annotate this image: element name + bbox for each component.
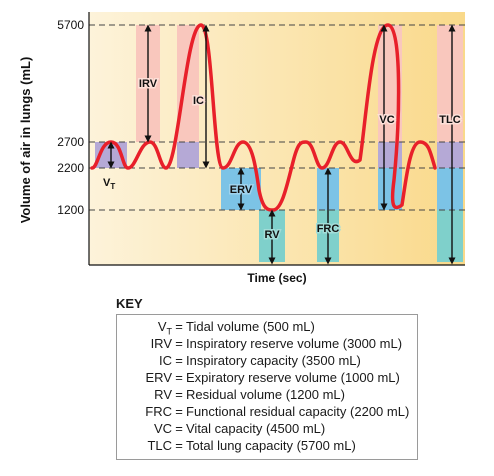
key-desc: Total lung capacity (5700 mL) xyxy=(186,438,356,453)
irv-label: IRV xyxy=(139,78,158,90)
key-desc: Inspiratory reserve volume (3000 mL) xyxy=(186,336,403,351)
ic-band-purple xyxy=(177,142,199,168)
y-tick-2700: 2700 xyxy=(57,135,84,149)
spirogram-diagram: 5700 2700 2200 1200 VT IRV IC ERV RV FRC… xyxy=(18,12,465,285)
ic-label: IC xyxy=(193,95,204,107)
vc-band-blue xyxy=(378,168,402,210)
measurement-arrows xyxy=(107,24,456,265)
key-item-erv: ERV = Expiratory reserve volume (1000 mL) xyxy=(117,370,417,386)
vc-label: VC xyxy=(379,114,394,126)
key-item-frc: FRC = Functional residual capacity (2200 m… xyxy=(117,404,417,420)
key-abbr: IRV xyxy=(150,336,172,351)
key-desc: Inspiratory capacity (3500 mL) xyxy=(186,353,361,368)
key-abbr: FRC xyxy=(145,404,172,419)
key-desc: Functional residual capacity (2200 mL) xyxy=(186,404,410,419)
vt-label-subscript: T xyxy=(110,182,115,191)
tlc-band-teal xyxy=(437,210,463,262)
vt-label: VT xyxy=(103,177,115,191)
tlc-label: TLC xyxy=(439,114,460,126)
frc-label: FRC xyxy=(317,223,340,235)
rv-label: RV xyxy=(264,229,280,241)
x-axis-label: Time (sec) xyxy=(247,271,306,285)
key-box: VT = Tidal volume (500 mL) IRV = Inspiratory… xyxy=(116,314,418,460)
y-tick-5700: 5700 xyxy=(57,18,84,32)
lung-volume-curve xyxy=(90,23,437,212)
y-tick-2200: 2200 xyxy=(57,161,84,175)
key-abbr: VT xyxy=(157,319,172,337)
key-desc: Tidal volume (500 mL) xyxy=(186,319,315,334)
key-abbr: VC xyxy=(153,421,172,436)
tlc-band-blue xyxy=(437,168,463,210)
ic-band-pink xyxy=(177,25,199,142)
key-desc: Residual volume (1200 mL) xyxy=(186,387,345,402)
key-item-vt: VT = Tidal volume (500 mL) xyxy=(117,319,417,340)
axes xyxy=(88,12,465,266)
key-desc: Expiratory reserve volume (1000 mL) xyxy=(186,370,400,385)
key-abbr: ERV xyxy=(145,370,173,385)
tlc-band-purple xyxy=(437,142,463,168)
y-tick-1200: 1200 xyxy=(57,203,84,217)
key-item-tlc: TLC = Total lung capacity (5700 mL) xyxy=(117,438,417,454)
key-item-irv: IRV = Inspiratory reserve volume (3000 mL) xyxy=(117,336,417,352)
key-item-ic: IC = Inspiratory capacity (3500 mL) xyxy=(117,353,417,369)
y-tick-labels: 5700 2700 2200 1200 xyxy=(57,18,84,217)
key-item-vc: VC = Vital capacity (4500 mL) xyxy=(117,421,417,437)
region-labels: VT IRV IC ERV RV FRC VC TLC xyxy=(103,77,462,243)
erv-label: ERV xyxy=(230,184,253,196)
key-item-rv: RV = Residual volume (1200 mL) xyxy=(117,387,417,403)
key-abbr: TLC xyxy=(147,438,172,453)
key-desc: Vital capacity (4500 mL) xyxy=(186,421,326,436)
y-axis-label: Volume of air in lungs (mL) xyxy=(18,57,33,224)
key-abbr: RV xyxy=(154,387,172,402)
key-abbr: IC xyxy=(159,353,172,368)
key-title: KEY xyxy=(116,296,143,311)
